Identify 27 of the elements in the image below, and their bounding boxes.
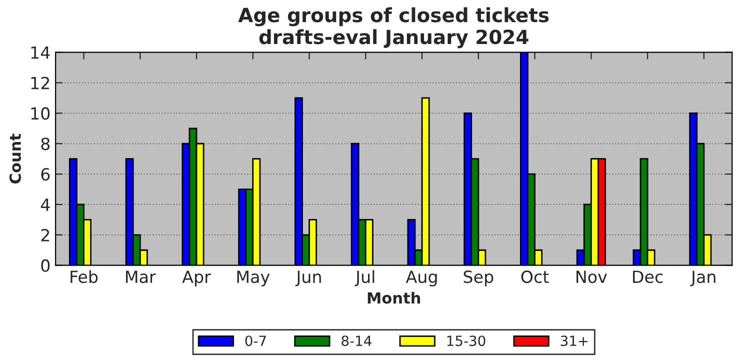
y-tick-label: 0	[41, 259, 50, 272]
x-tick-label: Nov	[576, 270, 607, 284]
y-tick-label: 4	[40, 198, 50, 211]
x-tick-label: Oct	[521, 270, 549, 284]
legend-label: 0-7	[245, 336, 266, 346]
x-tick-label: Mar	[126, 270, 156, 284]
chart-title: Age groups of closed tickets drafts-eval January 2024	[238, 7, 549, 48]
x-tick-label: Jun	[295, 270, 321, 286]
y-tick-label: 2	[41, 228, 50, 242]
legend-label: 31+	[560, 336, 588, 346]
x-axis-title: Month	[368, 292, 420, 304]
y-tick-label: 14	[31, 46, 50, 59]
x-tick-label: Aug	[406, 270, 437, 286]
x-tick-label: Apr	[182, 270, 211, 286]
y-tick-label: 12	[31, 76, 50, 90]
x-tick-label: Sep	[464, 270, 494, 286]
x-tick-label: Dec	[633, 270, 663, 284]
y-tick-label: 10	[31, 107, 50, 120]
x-tick-label: Jul	[354, 270, 374, 286]
x-tick-label: May	[237, 270, 270, 286]
y-tick-label: 8	[41, 138, 50, 150]
legend-label: 8-14	[342, 336, 372, 346]
y-axis-title: Count	[9, 134, 21, 184]
x-tick-label: Feb	[70, 270, 98, 284]
x-tick-label: Jan	[690, 270, 716, 286]
y-tick-label: 6	[41, 168, 50, 181]
legend-label: 15-30	[447, 336, 486, 346]
